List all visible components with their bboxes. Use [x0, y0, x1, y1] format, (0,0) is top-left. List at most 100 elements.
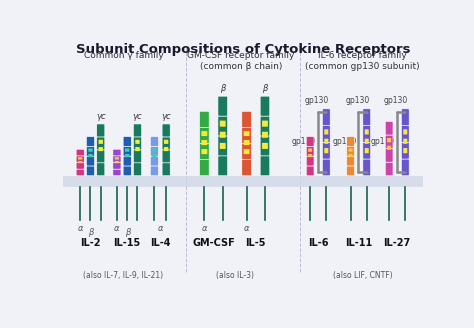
Text: IL-2: IL-2 [80, 237, 100, 248]
FancyBboxPatch shape [387, 138, 391, 142]
FancyBboxPatch shape [324, 139, 328, 144]
FancyBboxPatch shape [346, 156, 355, 166]
FancyBboxPatch shape [123, 146, 131, 156]
FancyBboxPatch shape [162, 163, 170, 176]
FancyBboxPatch shape [260, 136, 270, 156]
Text: (also IL-7, IL-9, IL-21): (also IL-7, IL-9, IL-21) [83, 271, 164, 280]
FancyBboxPatch shape [262, 121, 268, 127]
Text: IL-4: IL-4 [150, 237, 171, 248]
FancyBboxPatch shape [162, 124, 170, 137]
FancyBboxPatch shape [97, 124, 105, 137]
FancyBboxPatch shape [135, 147, 140, 151]
FancyBboxPatch shape [387, 146, 391, 150]
Text: GM-CSF receptor family
(common β chain): GM-CSF receptor family (common β chain) [187, 51, 295, 71]
Text: gp130: gp130 [346, 96, 370, 105]
FancyBboxPatch shape [88, 149, 93, 152]
Text: β: β [88, 228, 93, 236]
FancyBboxPatch shape [242, 144, 251, 160]
FancyBboxPatch shape [324, 129, 328, 134]
Text: Common γ family: Common γ family [84, 51, 164, 60]
FancyBboxPatch shape [218, 96, 228, 116]
FancyBboxPatch shape [150, 136, 158, 146]
FancyBboxPatch shape [403, 139, 407, 144]
FancyBboxPatch shape [63, 176, 423, 187]
FancyBboxPatch shape [306, 156, 314, 166]
Text: IL-6 receptor family
(common gp130 subunit): IL-6 receptor family (common gp130 subun… [305, 51, 419, 71]
Text: IL-6: IL-6 [308, 237, 328, 248]
FancyBboxPatch shape [200, 111, 209, 128]
FancyBboxPatch shape [260, 116, 270, 136]
Text: GM-CSF: GM-CSF [192, 237, 235, 248]
FancyBboxPatch shape [365, 129, 369, 134]
FancyBboxPatch shape [76, 156, 84, 162]
FancyBboxPatch shape [115, 161, 119, 163]
FancyBboxPatch shape [403, 148, 407, 153]
FancyBboxPatch shape [76, 149, 84, 156]
FancyBboxPatch shape [322, 126, 330, 142]
FancyBboxPatch shape [113, 156, 121, 162]
Text: gp130: gp130 [332, 136, 356, 146]
FancyBboxPatch shape [99, 147, 103, 151]
Text: IL-15: IL-15 [114, 237, 141, 248]
FancyBboxPatch shape [134, 124, 142, 137]
FancyBboxPatch shape [97, 137, 105, 150]
FancyBboxPatch shape [113, 169, 121, 176]
FancyBboxPatch shape [123, 156, 131, 166]
FancyBboxPatch shape [150, 166, 158, 176]
FancyBboxPatch shape [200, 144, 209, 160]
Text: γc: γc [133, 112, 142, 121]
FancyBboxPatch shape [306, 146, 314, 156]
FancyBboxPatch shape [125, 149, 129, 152]
Text: gp130: gp130 [305, 96, 329, 105]
FancyBboxPatch shape [322, 109, 330, 126]
FancyBboxPatch shape [363, 142, 371, 159]
FancyBboxPatch shape [260, 96, 270, 116]
Text: gp130: gp130 [384, 96, 408, 105]
FancyBboxPatch shape [76, 169, 84, 176]
FancyBboxPatch shape [324, 148, 328, 153]
Text: (also LIF, CNTF): (also LIF, CNTF) [332, 271, 392, 280]
FancyBboxPatch shape [162, 137, 170, 150]
FancyBboxPatch shape [346, 146, 355, 156]
Text: IL-5: IL-5 [246, 237, 266, 248]
FancyBboxPatch shape [322, 159, 330, 176]
Text: γc: γc [161, 112, 171, 121]
FancyBboxPatch shape [78, 157, 82, 159]
FancyBboxPatch shape [218, 116, 228, 136]
FancyBboxPatch shape [401, 159, 409, 176]
FancyBboxPatch shape [97, 150, 105, 163]
Text: IL-27: IL-27 [383, 237, 411, 248]
FancyBboxPatch shape [385, 162, 393, 176]
Text: β: β [220, 84, 226, 93]
Text: IL-11: IL-11 [345, 237, 372, 248]
FancyBboxPatch shape [220, 121, 226, 127]
Text: β: β [262, 84, 268, 93]
Text: α: α [114, 224, 119, 233]
FancyBboxPatch shape [201, 131, 207, 136]
FancyBboxPatch shape [242, 128, 251, 144]
FancyBboxPatch shape [134, 150, 142, 163]
FancyBboxPatch shape [162, 150, 170, 163]
FancyBboxPatch shape [164, 147, 168, 151]
FancyBboxPatch shape [346, 166, 355, 176]
FancyBboxPatch shape [218, 156, 228, 176]
FancyBboxPatch shape [244, 140, 249, 145]
Text: gp130: gp130 [371, 136, 395, 146]
FancyBboxPatch shape [401, 142, 409, 159]
Text: β: β [125, 228, 130, 236]
FancyBboxPatch shape [152, 149, 156, 152]
FancyBboxPatch shape [86, 156, 94, 166]
FancyBboxPatch shape [86, 146, 94, 156]
Text: Subunit Compositions of Cytokine Receptors: Subunit Compositions of Cytokine Recepto… [76, 43, 410, 56]
FancyBboxPatch shape [86, 136, 94, 146]
FancyBboxPatch shape [78, 161, 82, 163]
FancyBboxPatch shape [365, 148, 369, 153]
FancyBboxPatch shape [201, 140, 207, 145]
FancyBboxPatch shape [97, 163, 105, 176]
FancyBboxPatch shape [308, 154, 312, 157]
Text: α: α [157, 224, 163, 233]
FancyBboxPatch shape [113, 162, 121, 169]
FancyBboxPatch shape [322, 142, 330, 159]
FancyBboxPatch shape [306, 166, 314, 176]
FancyBboxPatch shape [244, 131, 249, 136]
